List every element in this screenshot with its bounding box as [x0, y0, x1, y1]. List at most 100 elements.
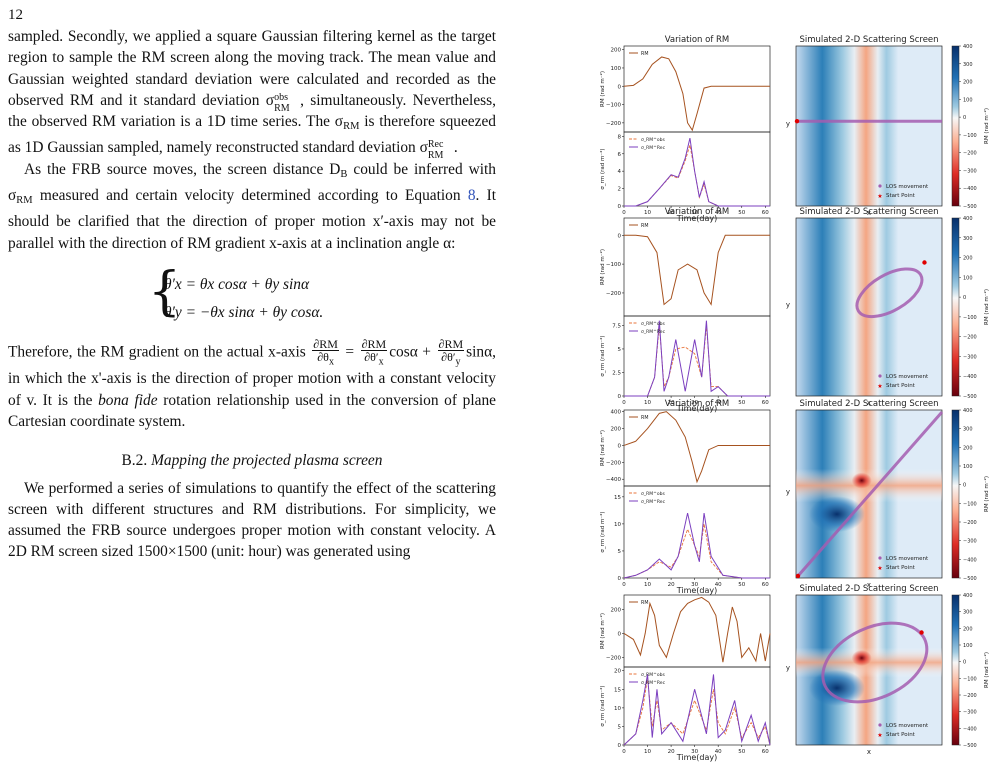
rm-ytick-label: −200: [606, 460, 622, 466]
legend-start-icon: ★: [877, 193, 882, 200]
rm-ytick-label: −200: [606, 291, 622, 297]
sigma-rec-line: [623, 674, 771, 746]
los-track: [796, 411, 944, 577]
rm-ytick-label: 0: [618, 443, 622, 449]
colorbar-tick-label: 200: [963, 256, 973, 262]
legend-los-icon: [878, 723, 882, 727]
sigma-axes: [623, 315, 771, 397]
colorbar-tick-label: 400: [963, 408, 973, 414]
time-tick-label: 30: [691, 582, 698, 588]
legend-obs-label: σ_RM^obs: [641, 137, 665, 143]
colorbar-tick-label: 100: [963, 643, 973, 649]
legend-obs-label: σ_RM^obs: [641, 321, 665, 327]
sigma-ylabel: σ_rm (rad m⁻²): [599, 335, 606, 376]
screen-xlabel: x: [867, 748, 871, 756]
sigma-obs-line: [624, 325, 770, 397]
colorbar-tick-label: 100: [963, 97, 973, 103]
sigma-ytick-label: 2: [618, 187, 622, 193]
colorbar-tick-label: −300: [963, 539, 977, 545]
equation-line-2: θ′y = −θx sinα + θy cosα.: [164, 303, 324, 321]
colorbar-tick-label: −200: [963, 520, 977, 526]
sigma-ytick-label: 5: [618, 347, 622, 353]
legend-rm-label: RM: [641, 415, 648, 421]
rm-ytick-label: 0: [618, 631, 622, 637]
colorbar-tick-label: 0: [963, 115, 966, 121]
equation-brace: {: [148, 261, 182, 322]
sigma-ytick-label: 0: [618, 743, 622, 749]
rm-ytick-label: 100: [611, 66, 622, 72]
rotation-equation: { θ′x = θx cosα + θy sinα θ′y = −θx sinα…: [8, 261, 496, 330]
rm-ytick-label: 200: [611, 607, 622, 613]
sigma-ytick-label: 7.5: [612, 323, 621, 329]
colorbar-tick-label: 0: [963, 660, 966, 666]
time-tick-label: 60: [762, 582, 769, 588]
colorbar-tick-label: 100: [963, 275, 973, 281]
time-tick-label: 0: [622, 210, 626, 216]
colorbar-tick-label: 300: [963, 236, 973, 242]
time-tick-label: 50: [738, 582, 745, 588]
colorbar-tick-label: −400: [963, 726, 977, 732]
colorbar-tick-label: −100: [963, 676, 977, 682]
paragraph-3: Therefore, the RM gradient on the actual…: [8, 336, 496, 430]
rm-title: Variation of RM: [665, 399, 730, 409]
colorbar: [951, 409, 960, 579]
sigma-obs-line: [624, 144, 770, 207]
legend-los-icon: [878, 184, 882, 188]
sigma-obs-line: [623, 678, 771, 746]
rm-ylabel: RM (rad m⁻²): [599, 613, 606, 649]
colorbar-tick-label: −100: [963, 315, 977, 321]
colorbar-tick-label: 0: [963, 295, 966, 301]
colorbar-label: RM (rad m⁻²): [983, 476, 990, 512]
sigma-ytick-label: 15: [614, 495, 621, 501]
fraction-drm-dthetax-prime: ∂RM ∂θ′x: [360, 336, 388, 368]
sigma-axes: [623, 485, 771, 579]
colorbar-tick-label: −500: [963, 204, 977, 210]
time-tick-label: 50: [738, 400, 745, 406]
sigma-ytick-label: 0: [618, 204, 622, 210]
colorbar: [951, 217, 960, 397]
time-tick-label: 20: [668, 210, 675, 216]
legend-obs-label: σ_RM^obs: [641, 491, 665, 497]
legend-rm-label: RM: [641, 600, 648, 606]
screen-ylabel: y: [786, 664, 790, 672]
colorbar-label: RM (rad m⁻²): [983, 108, 990, 144]
legend-los-icon: [878, 556, 882, 560]
colorbar-tick-label: 200: [963, 445, 973, 451]
rm-ylabel: RM (rad m⁻²): [599, 249, 606, 285]
time-tick-label: 30: [691, 749, 698, 755]
rm-ylabel: RM (rad m⁻²): [599, 71, 606, 107]
figure-svg: Variation of RM Simulated 2-D Scattering …: [599, 35, 990, 762]
panel-3: Variation of RM Simulated 2-D Scattering …: [599, 399, 990, 595]
rm-title: Variation of RM: [665, 207, 730, 217]
colorbar-tick-label: 0: [963, 483, 966, 489]
colorbar-tick-label: 300: [963, 427, 973, 433]
screen-title: Simulated 2-D Scattering Screen: [799, 399, 938, 409]
colorbar-label: RM (rad m⁻²): [983, 289, 990, 325]
rm-axes: [623, 45, 771, 133]
screen-xlabel: x: [867, 209, 871, 217]
sigma-ytick-label: 5: [618, 549, 622, 555]
time-xlabel: Time(day): [676, 753, 718, 762]
equation-link[interactable]: 8: [467, 187, 476, 205]
legend-obs-label: σ_RM^obs: [641, 672, 665, 678]
los-track: [821, 621, 929, 704]
screen-red-blob: [851, 650, 872, 666]
legend-start-icon: ★: [877, 565, 882, 572]
colorbar-tick-label: 300: [963, 610, 973, 616]
rm-axes: [623, 217, 771, 317]
sigma-ytick-label: 10: [614, 522, 621, 528]
sigma-axes: [623, 666, 771, 746]
colorbar-label: RM (rad m⁻²): [983, 652, 990, 688]
colorbar-tick-label: −400: [963, 186, 977, 192]
paragraph-1: sampled. Secondly, we applied a square G…: [8, 28, 496, 162]
colorbar-tick-label: 400: [963, 216, 973, 222]
page-number: 12: [8, 7, 23, 23]
sigma-ytick-label: 10: [614, 706, 621, 712]
sigma-ytick-label: 6: [618, 152, 622, 158]
rm-ytick-label: 0: [618, 84, 622, 90]
sigma-axes: [623, 131, 771, 207]
rm-axes: [623, 409, 771, 487]
time-tick-label: 30: [691, 210, 698, 216]
screen-xlabel: x: [867, 399, 871, 407]
screen-horizontal-band: [796, 595, 942, 745]
